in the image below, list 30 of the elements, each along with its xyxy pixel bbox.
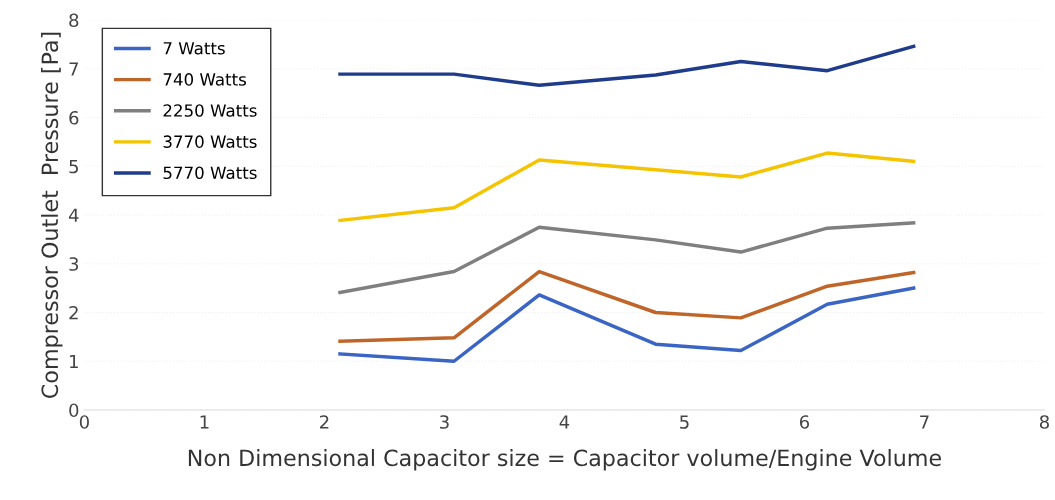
legend-label: 7 Watts [163,42,225,55]
y-tick-label: 7 [69,62,78,76]
legend-label: 3770 Watts [163,135,257,148]
x-tick-label: 7 [920,415,929,429]
y-tick-label: 0 [69,403,79,418]
x-tick-label: 4 [559,415,570,429]
x-tick-label: 0 [79,415,89,429]
legend-label: 740 Watts [163,73,247,86]
y-tick-label: 6 [69,110,79,125]
x-tick-label: 8 [1039,415,1049,429]
line-series [338,269,916,343]
y-tick-label: 5 [69,159,78,174]
x-tick-label: 5 [680,415,689,429]
x-tick-label: 2 [319,415,329,429]
y-tick-label: 8 [69,13,79,28]
legend-label: 2250 Watts [163,104,257,117]
line-series [338,221,916,295]
y-tick-label: 3 [69,257,79,271]
y-axis-title: Compressor Outlet Pressure [Pa] [40,32,63,398]
x-axis-title: Non Dimensional Capacitor size = Capacitor volume/Engine Volume [188,449,941,471]
legend-label: 5770 Watts [163,166,257,180]
y-tick-label: 1 [70,354,78,369]
x-tick-label: 3 [440,415,449,429]
line-series [338,151,916,223]
x-tick-label: 1 [200,415,209,429]
line-series [338,44,916,88]
line-series [338,286,916,363]
y-tick-label: 4 [68,208,79,222]
x-tick-label: 6 [799,415,810,429]
y-tick-label: 2 [69,305,78,320]
